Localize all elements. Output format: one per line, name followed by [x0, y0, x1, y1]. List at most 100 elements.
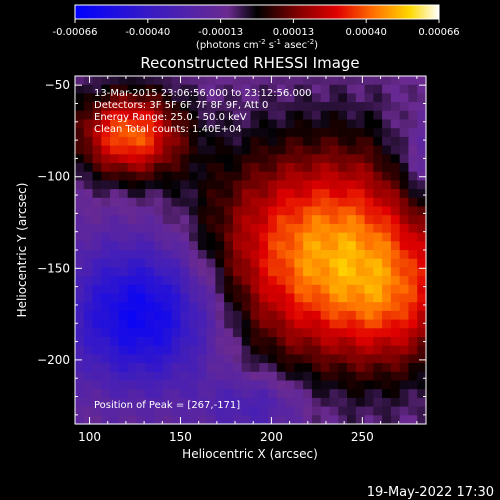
heatmap-cell	[294, 389, 304, 399]
heatmap-cell	[145, 102, 155, 112]
heatmap-cell	[197, 206, 208, 216]
heatmap-cell	[145, 337, 155, 347]
heatmap-cell	[241, 319, 252, 329]
heatmap-cell	[215, 232, 225, 242]
heatmap-cell	[92, 319, 102, 329]
heatmap-cell	[224, 276, 234, 286]
heatmap-cell	[83, 328, 94, 338]
heatmap-cell	[171, 319, 181, 329]
heatmap-cell	[162, 76, 173, 86]
heatmap-cell	[189, 284, 199, 295]
heatmap-cell	[224, 110, 234, 121]
heatmap-cell	[417, 406, 427, 416]
heatmap-cell	[408, 110, 418, 121]
heatmap-cell	[408, 345, 418, 355]
heatmap-cell	[294, 223, 304, 234]
heatmap-cell	[206, 302, 217, 312]
heatmap-cell	[153, 345, 164, 355]
heatmap-cell	[364, 154, 374, 164]
heatmap-cell	[390, 319, 401, 329]
heatmap-cell	[373, 180, 383, 190]
heatmap-cell	[303, 363, 313, 373]
heatmap-cell	[127, 171, 138, 181]
heatmap-cell	[311, 284, 322, 295]
heatmap-cell	[118, 380, 129, 390]
heatmap-cell	[303, 206, 313, 216]
heatmap-cell	[320, 93, 331, 103]
heatmap-cell	[83, 276, 94, 286]
heatmap-cell	[417, 180, 427, 190]
heatmap-cell	[189, 206, 199, 216]
heatmap-cell	[171, 189, 181, 199]
heatmap-cell	[303, 406, 313, 416]
heatmap-cell	[162, 406, 173, 416]
heatmap-cell	[92, 215, 102, 225]
heatmap-cell	[110, 363, 120, 373]
heatmap-cell	[206, 206, 217, 216]
heatmap-cell	[127, 354, 138, 364]
heatmap-cell	[329, 267, 339, 277]
heatmap-cell	[162, 84, 173, 94]
heatmap-cell	[320, 102, 331, 112]
heatmap-cell	[127, 345, 138, 355]
heatmap-cell	[206, 310, 217, 321]
heatmap-cell	[197, 276, 208, 286]
heatmap-cell	[145, 241, 155, 251]
heatmap-cell	[399, 371, 410, 382]
heatmap-cell	[268, 171, 278, 181]
heatmap-cell	[189, 232, 199, 242]
heatmap-cell	[276, 163, 287, 173]
heatmap-cell	[294, 284, 304, 295]
heatmap-cell	[320, 145, 331, 155]
heatmap-cell	[189, 354, 199, 364]
heatmap-cell	[127, 136, 138, 147]
heatmap-cell	[232, 189, 243, 199]
heatmap-cell	[189, 363, 199, 373]
heatmap-cell	[241, 267, 252, 277]
heatmap-cell	[268, 241, 278, 251]
y-tick-label: −50	[45, 78, 70, 92]
heatmap-cell	[311, 250, 322, 260]
heatmap-cell	[118, 110, 129, 121]
heatmap-cell	[329, 206, 339, 216]
heatmap-cell	[347, 354, 357, 364]
heatmap-cell	[197, 380, 208, 390]
heatmap-cell	[118, 250, 129, 260]
heatmap-cell	[417, 110, 427, 121]
heatmap-cell	[101, 337, 111, 347]
heatmap-cell	[285, 154, 295, 164]
heatmap-cell	[294, 337, 304, 347]
heatmap-cell	[285, 415, 295, 425]
heatmap-cell	[92, 76, 102, 86]
heatmap-cell	[232, 319, 243, 329]
heatmap-cell	[224, 154, 234, 164]
heatmap-cell	[206, 128, 217, 138]
annotation-block: 13-Mar-2015 23:06:56.000 to 23:12:56.000…	[94, 88, 312, 135]
heatmap-cell	[206, 223, 217, 234]
heatmap-cell	[118, 180, 129, 190]
heatmap-cell	[171, 406, 181, 416]
heatmap-cell	[364, 345, 374, 355]
heatmap-cell	[294, 380, 304, 390]
heatmap-cell	[294, 215, 304, 225]
heatmap-cell	[268, 319, 278, 329]
heatmap-cell	[250, 180, 260, 190]
y-tick-label: −200	[37, 353, 70, 367]
heatmap-cell	[259, 128, 269, 138]
heatmap-cell	[224, 197, 234, 208]
heatmap-cell	[338, 180, 348, 190]
heatmap-cell	[268, 276, 278, 286]
heatmap-cell	[338, 76, 348, 86]
heatmap-cell	[189, 84, 199, 94]
heatmap-cell	[171, 258, 181, 268]
heatmap-cell	[189, 406, 199, 416]
heatmap-cell	[75, 215, 85, 225]
heatmap-cell	[180, 415, 190, 425]
heatmap-cell	[390, 397, 401, 408]
heatmap-cell	[118, 93, 129, 103]
heatmap-cell	[83, 389, 94, 399]
heatmap-cell	[408, 363, 418, 373]
heatmap-cell	[197, 371, 208, 382]
heatmap-cell	[268, 84, 278, 94]
heatmap-cell	[92, 354, 102, 364]
